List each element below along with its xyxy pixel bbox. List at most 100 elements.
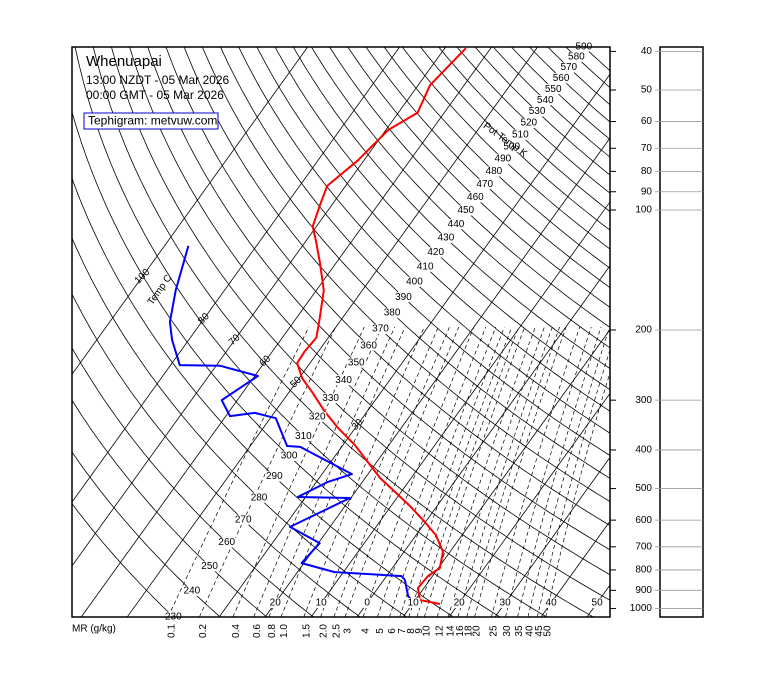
temp-tick-label: 50	[592, 598, 604, 609]
mixing-ratio-line	[344, 326, 460, 617]
label-bg	[406, 598, 421, 608]
mixing-ratio-line	[389, 326, 497, 617]
mixing-ratio-line	[517, 326, 602, 617]
label-bg	[268, 598, 283, 608]
mixing-ratio-line	[280, 326, 406, 617]
label-bg	[590, 598, 605, 608]
mixing-ratio-line	[491, 326, 581, 617]
dry-adiabat	[292, 47, 610, 370]
label-bg	[446, 219, 465, 230]
dry-adiabat	[401, 47, 610, 250]
theta-tick-label: 360	[360, 340, 377, 351]
dry-adiabat	[365, 47, 610, 289]
label-bg	[321, 393, 340, 404]
dry-adiabat	[72, 177, 454, 617]
dry-adiabat	[72, 110, 501, 617]
mr-tick-label: 4	[361, 628, 372, 634]
theta-tick-label: 380	[384, 308, 401, 319]
mr-tick-label: 7	[397, 628, 408, 634]
theta-tick-label: 480	[486, 166, 503, 177]
label-bg	[436, 233, 455, 244]
mixing-ratio-line	[536, 348, 610, 617]
label-bg	[347, 357, 366, 368]
dry-adiabat	[147, 47, 610, 551]
mr-tick-label: 20	[471, 625, 482, 637]
dry-adiabat	[201, 47, 610, 479]
label-bg	[475, 179, 494, 190]
label-bg	[294, 431, 313, 442]
label-bg	[456, 205, 475, 216]
label-bg	[371, 324, 390, 335]
y-tick-label: 40	[641, 46, 653, 57]
label-bg	[519, 118, 538, 129]
theta-tick-label: 580	[568, 52, 585, 63]
dry-adiabat	[72, 237, 407, 617]
y-tick-label: 60	[641, 116, 653, 127]
temp-tick-label: 80	[196, 311, 212, 327]
theta-tick-label: 240	[184, 586, 201, 597]
label-bg	[536, 95, 555, 106]
mr-tick-label: 0.8	[267, 624, 278, 638]
temp-tick-label: 30	[500, 598, 512, 609]
label-bg	[383, 307, 402, 318]
label-bg	[552, 73, 571, 84]
mixing-ratio-line	[527, 326, 610, 617]
mr-tick-label: 0.2	[198, 624, 209, 638]
label-bg	[484, 166, 503, 177]
theta-tick-label: 420	[427, 247, 444, 258]
mr-axis-label: MR (g/kg)	[72, 624, 116, 635]
theta-tick-label: 470	[476, 179, 493, 190]
mr-tick-label: 40	[525, 625, 536, 637]
dry-adiabat	[510, 47, 610, 140]
label-bg	[217, 537, 236, 548]
y-tick-label: 500	[635, 483, 652, 494]
y-tick-label: 1000	[630, 603, 653, 614]
theta-tick-label: 400	[406, 277, 423, 288]
mr-tick-label: 35	[514, 625, 525, 637]
label-bg	[265, 471, 284, 482]
dry-adiabat	[238, 47, 610, 434]
mr-tick-label: 3	[343, 628, 354, 634]
dry-adiabat	[72, 399, 268, 617]
mr-tick-label: 9	[414, 628, 425, 634]
mr-tick-label: 1.5	[302, 624, 313, 638]
temp-tick-label: 10	[408, 598, 420, 609]
label-bg	[359, 340, 378, 351]
mr-tick-label: 12	[434, 625, 445, 637]
theta-tick-label: 320	[309, 412, 326, 423]
label-bg	[502, 141, 521, 152]
mr-tick-label: 25	[488, 625, 499, 637]
subtitle: 13:00 NZDT - 05 Mar 2026	[86, 73, 230, 87]
dry-adiabat	[72, 502, 174, 617]
profile-line	[168, 245, 416, 605]
temp-tick-label: 30	[350, 417, 366, 433]
dry-adiabat	[347, 47, 610, 308]
temp-tick-label: 20	[454, 598, 466, 609]
label-bg	[466, 192, 485, 203]
label-bg	[493, 154, 512, 165]
mr-tick-label: 16	[455, 625, 466, 637]
y-tick-label: 300	[635, 395, 652, 406]
y-tick-label: 400	[635, 445, 652, 456]
y-tick-label: 700	[635, 541, 652, 552]
plot-area	[72, 47, 610, 617]
mr-tick-label: 2.0	[318, 624, 329, 638]
mr-tick-label: 1.0	[279, 624, 290, 638]
mixing-ratio-line	[423, 326, 526, 617]
y-tick-label: 80	[641, 166, 653, 177]
theta-tick-label: 510	[512, 129, 529, 140]
theta-tick-label: 330	[322, 393, 339, 404]
mixing-ratio-line	[167, 326, 310, 617]
isotherm	[218, 73, 610, 617]
dry-adiabat	[92, 47, 594, 617]
theta-tick-label: 370	[372, 324, 389, 335]
theta-tick-label: 270	[235, 514, 252, 525]
label-bg	[416, 261, 435, 272]
theta-tick-label: 500	[503, 141, 520, 152]
mixing-ratio-line	[408, 326, 513, 617]
dry-adiabat	[72, 451, 221, 617]
plot-frame	[71, 46, 611, 618]
dry-adiabat	[420, 47, 610, 231]
chart-title: Whenuapai	[86, 53, 162, 70]
